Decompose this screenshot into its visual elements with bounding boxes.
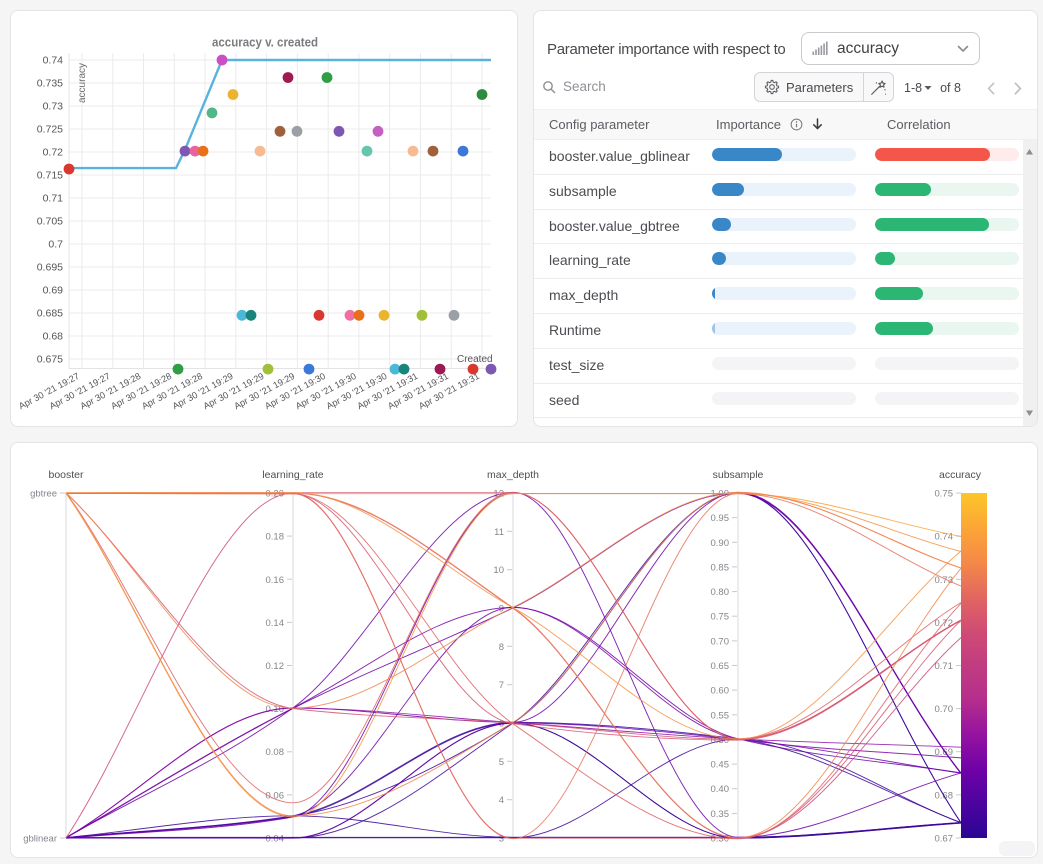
svg-text:4: 4 <box>499 795 504 806</box>
svg-text:0.71: 0.71 <box>43 193 64 205</box>
svg-text:8: 8 <box>499 642 504 653</box>
svg-text:0.74: 0.74 <box>43 55 64 67</box>
svg-text:0.65: 0.65 <box>711 661 730 672</box>
svg-text:0.60: 0.60 <box>711 686 730 697</box>
svg-text:accuracy: accuracy <box>939 469 982 481</box>
svg-text:0.85: 0.85 <box>711 562 730 573</box>
svg-text:3: 3 <box>499 834 504 845</box>
svg-text:0.70: 0.70 <box>935 704 954 715</box>
svg-text:0.705: 0.705 <box>37 216 63 228</box>
svg-text:booster: booster <box>48 469 84 481</box>
svg-text:0.18: 0.18 <box>266 532 285 543</box>
svg-text:0.70: 0.70 <box>711 636 730 647</box>
svg-text:0.75: 0.75 <box>935 489 954 500</box>
svg-text:0.73: 0.73 <box>935 575 954 586</box>
svg-text:0.30: 0.30 <box>711 834 730 845</box>
svg-text:subsample: subsample <box>713 469 764 481</box>
svg-text:0.04: 0.04 <box>266 834 285 845</box>
svg-text:0.735: 0.735 <box>37 78 63 90</box>
svg-text:0.675: 0.675 <box>37 354 63 366</box>
svg-text:accuracy: accuracy <box>77 63 88 103</box>
svg-text:11: 11 <box>494 527 504 538</box>
svg-text:7: 7 <box>499 680 504 691</box>
svg-text:gblinear: gblinear <box>23 834 57 845</box>
svg-text:0.14: 0.14 <box>266 618 285 629</box>
svg-text:0.90: 0.90 <box>711 538 730 549</box>
svg-text:0.695: 0.695 <box>37 262 63 274</box>
svg-text:0.69: 0.69 <box>43 285 64 297</box>
svg-text:0.06: 0.06 <box>266 790 285 801</box>
svg-text:0.95: 0.95 <box>711 513 730 524</box>
svg-text:0.55: 0.55 <box>711 710 730 721</box>
svg-text:0.40: 0.40 <box>711 784 730 795</box>
svg-text:0.725: 0.725 <box>37 124 63 136</box>
svg-text:0.72: 0.72 <box>43 147 64 159</box>
svg-text:10: 10 <box>493 565 504 576</box>
svg-text:5: 5 <box>499 757 504 768</box>
svg-text:0.16: 0.16 <box>266 575 285 586</box>
svg-text:0.67: 0.67 <box>935 834 954 845</box>
svg-text:accuracy v. created: accuracy v. created <box>212 35 318 50</box>
svg-text:0.12: 0.12 <box>266 661 285 672</box>
svg-text:0.74: 0.74 <box>935 532 954 543</box>
svg-text:0.68: 0.68 <box>43 331 64 343</box>
svg-text:0.45: 0.45 <box>711 760 730 771</box>
svg-text:0.08: 0.08 <box>266 747 285 758</box>
svg-text:0.685: 0.685 <box>37 308 63 320</box>
svg-text:0.73: 0.73 <box>43 101 64 113</box>
svg-text:0.75: 0.75 <box>711 612 730 623</box>
svg-text:learning_rate: learning_rate <box>262 469 323 481</box>
svg-text:0.80: 0.80 <box>711 587 730 598</box>
svg-text:Created: Created <box>457 354 493 365</box>
svg-text:0.71: 0.71 <box>935 661 954 672</box>
svg-text:gbtree: gbtree <box>30 489 57 500</box>
svg-text:0.35: 0.35 <box>711 809 730 820</box>
svg-text:0.69: 0.69 <box>935 747 954 758</box>
svg-text:0.7: 0.7 <box>48 239 63 251</box>
svg-text:max_depth: max_depth <box>487 469 539 481</box>
svg-text:0.715: 0.715 <box>37 170 63 182</box>
